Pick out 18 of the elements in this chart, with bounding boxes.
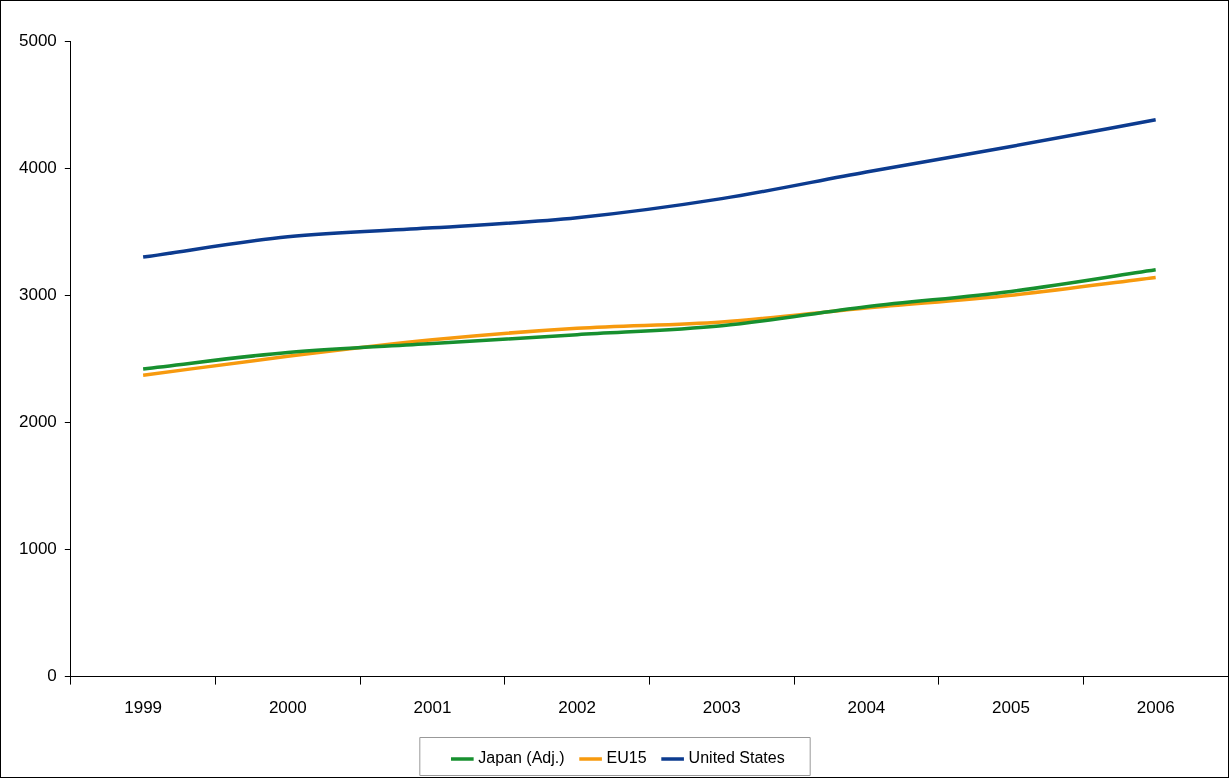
- x-tick-label: 1999: [124, 698, 163, 718]
- legend-label: Japan (Adj.): [478, 749, 565, 767]
- legend-label: United States: [688, 749, 785, 767]
- y-tick-label: 3000: [18, 284, 57, 304]
- x-tick-label: 2000: [268, 698, 307, 718]
- x-tick-label: 2004: [847, 698, 886, 718]
- y-tick-label: 4000: [18, 157, 57, 177]
- line-series: [141, 118, 1158, 259]
- x-tick-label: 2001: [413, 698, 452, 718]
- y-tick-label: 2000: [18, 412, 57, 432]
- y-tick-label: 0: [47, 666, 57, 686]
- legend-label: EU15: [606, 749, 647, 767]
- x-tick-label: 2006: [1136, 698, 1175, 718]
- y-tick-label: 5000: [18, 30, 57, 50]
- x-tick-label: 2005: [992, 698, 1030, 718]
- y-tick-label: 1000: [18, 539, 57, 559]
- x-tick-label: 2002: [558, 698, 596, 718]
- x-tick-label: 2003: [702, 698, 741, 718]
